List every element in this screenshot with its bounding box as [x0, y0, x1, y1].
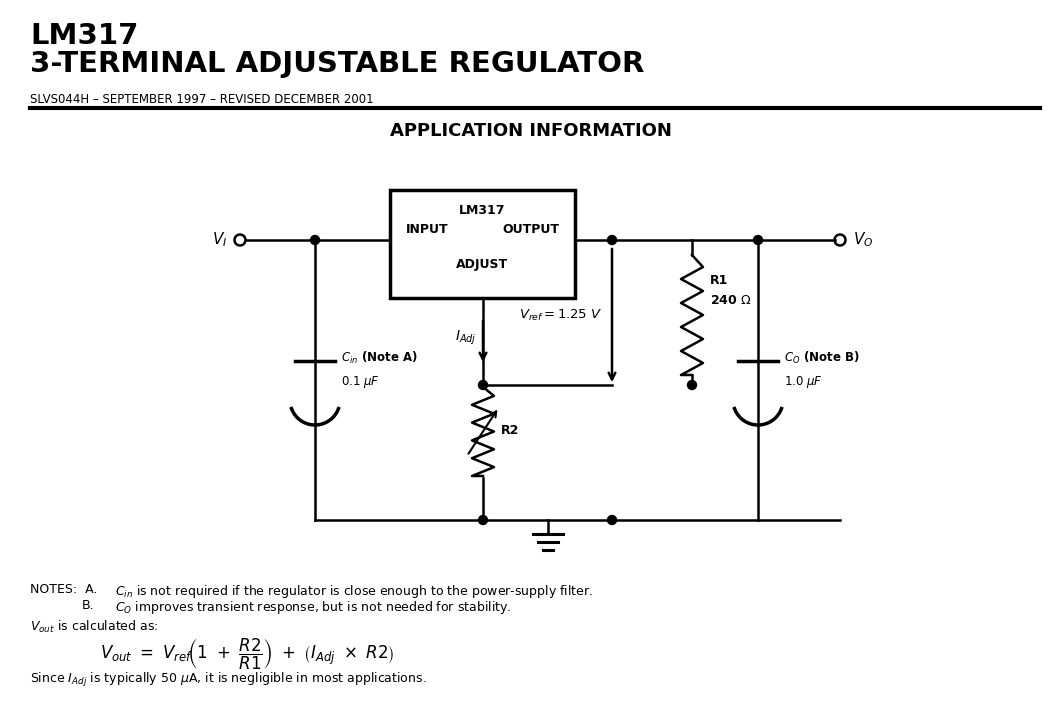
Text: APPLICATION INFORMATION: APPLICATION INFORMATION	[390, 122, 672, 140]
Text: OUTPUT: OUTPUT	[502, 223, 559, 236]
Text: $V_{out}\ =\ V_{ref}\!\left(1\ +\ \dfrac{R2}{R1}\right)\ +\ \left(I_{Adj}\ \time: $V_{out}\ =\ V_{ref}\!\left(1\ +\ \dfrac…	[100, 637, 395, 672]
Circle shape	[687, 380, 697, 390]
Text: $0.1\ \mu F$: $0.1\ \mu F$	[341, 374, 380, 390]
Text: Since $I_{Adj}$ is typically 50 $\mu$A, it is negligible in most applications.: Since $I_{Adj}$ is typically 50 $\mu$A, …	[30, 671, 427, 689]
Text: LM317: LM317	[30, 22, 138, 50]
Circle shape	[754, 236, 763, 244]
Circle shape	[607, 516, 617, 525]
Text: $I_{Adj}$: $I_{Adj}$	[456, 329, 477, 347]
Text: NOTES:  A.: NOTES: A.	[30, 583, 98, 596]
Text: $V_I$: $V_I$	[211, 231, 227, 249]
Text: LM317: LM317	[459, 204, 506, 217]
Text: $C_{in}$ (Note A): $C_{in}$ (Note A)	[341, 350, 417, 366]
Text: $1.0\ \mu F$: $1.0\ \mu F$	[784, 374, 823, 390]
Text: $V_{ref} = 1.25\ V$: $V_{ref} = 1.25\ V$	[518, 307, 602, 322]
Text: $V_O$: $V_O$	[853, 231, 873, 249]
Bar	[390, 190, 575, 298]
Text: ADJUST: ADJUST	[457, 258, 509, 271]
Text: $C_{in}$ is not required if the regulator is close enough to the power-supply fi: $C_{in}$ is not required if the regulato…	[115, 583, 594, 600]
Text: $V_{out}$ is calculated as:: $V_{out}$ is calculated as:	[30, 619, 158, 635]
Circle shape	[607, 236, 617, 244]
Text: R2: R2	[501, 425, 519, 437]
Text: $C_O$ improves transient response, but is not needed for stability.: $C_O$ improves transient response, but i…	[115, 599, 512, 616]
Circle shape	[479, 516, 487, 525]
Text: 240 $\Omega$: 240 $\Omega$	[710, 294, 752, 306]
Circle shape	[479, 380, 487, 390]
Text: R1: R1	[710, 274, 729, 286]
Circle shape	[310, 236, 320, 244]
Text: 3-TERMINAL ADJUSTABLE REGULATOR: 3-TERMINAL ADJUSTABLE REGULATOR	[30, 50, 645, 78]
Text: $C_O$ (Note B): $C_O$ (Note B)	[784, 350, 859, 366]
Text: INPUT: INPUT	[406, 223, 448, 236]
Text: SLVS044H – SEPTEMBER 1997 – REVISED DECEMBER 2001: SLVS044H – SEPTEMBER 1997 – REVISED DECE…	[30, 93, 374, 106]
Text: B.: B.	[82, 599, 95, 612]
